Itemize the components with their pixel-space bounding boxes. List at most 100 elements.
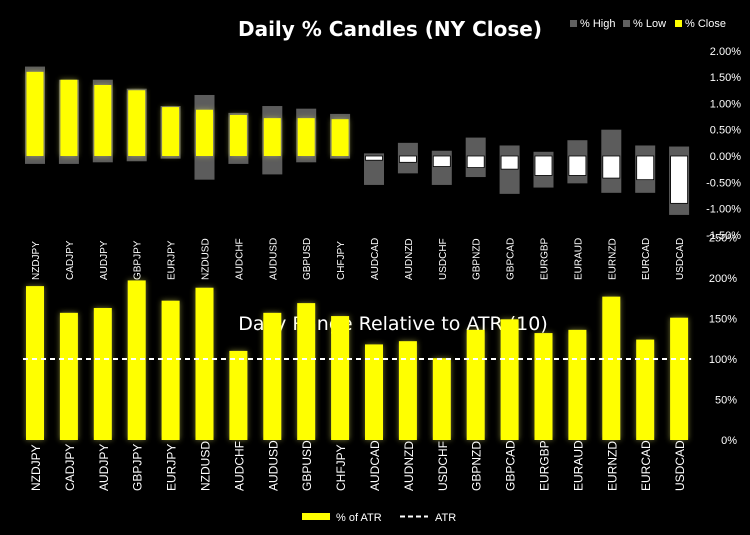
atr-x-tick: NZDUSD <box>199 441 213 491</box>
atr-x-tick: CADJPY <box>63 444 77 491</box>
atr-pct-bar <box>161 300 180 440</box>
atr-x-tick: CHFJPY <box>334 444 348 491</box>
atr-x-tick: AUDNZD <box>402 441 416 491</box>
candles-y-tick: -1.00% <box>706 204 741 216</box>
atr-x-tick: GBPJPY <box>131 444 145 491</box>
legend-close-swatch <box>675 20 682 27</box>
close-bar <box>60 79 78 156</box>
legend-close-label: % Close <box>685 18 726 30</box>
legend-low-swatch <box>623 20 630 27</box>
atr-pct-bar <box>26 286 44 440</box>
atr-pct-bar <box>229 350 248 440</box>
candles-y-tick: 1.00% <box>710 98 741 110</box>
atr-x-tick: AUDCAD <box>368 440 382 491</box>
candles-chart-title: Daily % Candles (NY Close) <box>238 17 542 41</box>
atr-pct-bar <box>500 319 519 440</box>
atr-x-tick: GBPCAD <box>504 440 518 491</box>
close-bar <box>94 84 112 156</box>
atr-y-tick: 200% <box>709 273 737 285</box>
candles-x-tick: CHFJPY <box>336 241 347 280</box>
atr-pct-bar <box>195 287 214 440</box>
close-bar <box>534 155 553 176</box>
legend-pct-atr-label: % of ATR <box>336 512 382 524</box>
atr-pct-bar <box>602 296 621 440</box>
candles-x-tick: EURGBP <box>540 237 551 280</box>
atr-x-tick: NZDJPY <box>29 444 43 491</box>
close-bar <box>263 118 281 156</box>
close-bar <box>500 155 519 170</box>
atr-pct-bar <box>93 307 112 440</box>
atr-y-tick: 150% <box>709 314 737 326</box>
candles-plot-area <box>25 66 690 215</box>
candles-y-tick: -0.50% <box>706 177 741 189</box>
atr-pct-bar <box>568 329 587 440</box>
legend-high-label: % High <box>580 18 615 30</box>
atr-x-axis: NZDJPY CADJPY AUDJPY GBPJPY EURJPY NZDUSD AUDC… <box>29 440 687 491</box>
candles-x-tick: CADJPY <box>65 240 76 280</box>
close-bar <box>602 155 621 179</box>
atr-pct-bar <box>432 358 451 440</box>
candles-x-tick: AUDUSD <box>268 238 279 280</box>
atr-chart-title: Daily Range Relative to ATR (10) <box>238 313 548 335</box>
legend-low-label: % Low <box>633 18 666 30</box>
candles-x-tick: EURAUD <box>573 238 584 280</box>
close-bar <box>297 118 315 156</box>
atr-chart: Daily Range Relative to ATR (10) 0% 50% 10… <box>23 233 737 524</box>
range-bar <box>499 145 520 194</box>
candles-x-tick: AUDCAD <box>370 238 381 280</box>
atr-pct-bar <box>636 339 655 440</box>
candles-x-tick: GBPJPY <box>133 240 144 280</box>
atr-y-tick: 0% <box>721 435 737 447</box>
legend-pct-atr-swatch <box>302 513 330 520</box>
candles-x-tick: USDCAD <box>675 238 686 280</box>
candles-x-tick: AUDNZD <box>404 238 415 280</box>
close-bar <box>26 71 44 156</box>
atr-x-tick: EURNZD <box>605 441 619 491</box>
candles-x-tick: GBPUSD <box>302 238 313 280</box>
candles-y-tick: 0.50% <box>710 125 741 137</box>
atr-x-tick: USDCAD <box>673 440 687 491</box>
candles-chart: Daily % Candles (NY Close) % High % Low … <box>25 17 741 280</box>
atr-legend: % of ATR ATR <box>302 512 456 524</box>
atr-x-tick: AUDJPY <box>97 444 111 491</box>
atr-pct-bar <box>331 316 350 440</box>
atr-x-tick: GBPNZD <box>470 441 484 491</box>
close-bar <box>636 155 655 181</box>
legend-high-swatch <box>570 20 577 27</box>
atr-y-tick: 100% <box>709 354 737 366</box>
atr-pct-bar <box>398 341 417 440</box>
candles-y-tick: -1.50% <box>706 230 741 242</box>
close-bar <box>568 155 587 176</box>
close-bar <box>365 155 383 161</box>
close-bar <box>196 109 213 156</box>
atr-pct-bar <box>263 312 282 440</box>
candles-x-tick: USDCHF <box>438 238 449 280</box>
candles-y-tick: 1.50% <box>710 72 741 84</box>
candles-y-tick: 0.00% <box>710 151 741 163</box>
close-bar <box>128 90 146 156</box>
atr-x-tick: AUDCHF <box>232 441 246 491</box>
candles-legend: % High % Low % Close <box>570 18 726 30</box>
close-bar <box>432 155 451 167</box>
candles-x-tick: AUDCHF <box>234 238 245 280</box>
candles-x-tick: EURJPY <box>167 240 178 280</box>
atr-y-axis: 0% 50% 100% 150% 200% 250% <box>709 233 737 448</box>
atr-pct-bar <box>59 312 78 440</box>
candles-x-tick: NZDUSD <box>201 238 212 280</box>
candles-x-tick: AUDJPY <box>99 240 110 280</box>
atr-pct-bar <box>670 317 689 440</box>
atr-x-tick: EURAUD <box>571 440 585 491</box>
atr-y-tick: 50% <box>715 395 737 407</box>
candles-x-tick: EURCAD <box>641 238 652 280</box>
atr-x-tick: AUDUSD <box>266 440 280 491</box>
range-bar <box>364 153 384 185</box>
atr-x-tick: USDCHF <box>436 441 450 491</box>
atr-x-tick: GBPUSD <box>300 440 314 491</box>
atr-pct-bar <box>127 280 146 440</box>
atr-x-tick: EURGBP <box>538 440 552 491</box>
atr-pct-bar <box>466 329 485 440</box>
atr-x-tick: EURJPY <box>165 444 179 491</box>
close-bar <box>466 155 485 168</box>
candles-x-tick: EURNZD <box>607 238 618 280</box>
